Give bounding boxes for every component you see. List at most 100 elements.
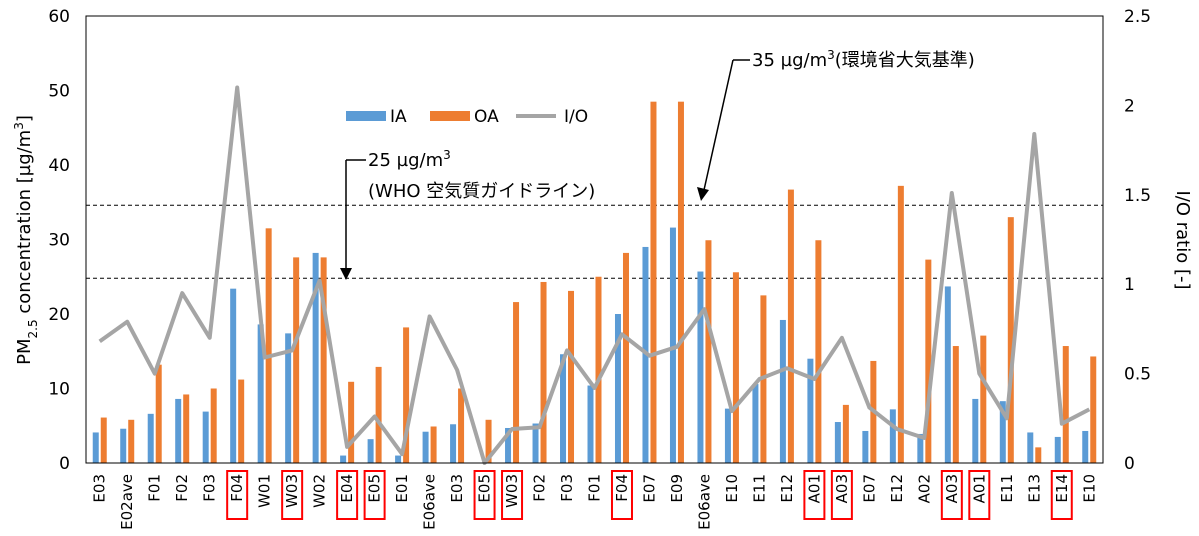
highlight-box-27 <box>830 470 853 520</box>
highlight-box-15 <box>501 470 524 520</box>
bar-oa-20 <box>650 101 657 464</box>
x-tick-label-24: E11 <box>750 474 768 503</box>
legend-label-oa: OA <box>474 107 499 127</box>
x-tick-label-17: F03 <box>558 474 576 502</box>
bar-ia-28 <box>862 430 869 463</box>
x-tick-label-31: A03 <box>943 474 961 503</box>
highlight-box-32 <box>968 470 991 520</box>
x-tick-label-20: E07 <box>641 474 659 503</box>
bar-ia-32 <box>972 398 979 463</box>
x-tick-label-19: F04 <box>613 474 631 502</box>
bar-ia-11 <box>395 455 402 463</box>
bar-ia-29 <box>889 409 896 463</box>
x-tick-label-30: A02 <box>915 474 933 503</box>
bar-ia-36 <box>1082 430 1089 463</box>
category-labels: E03 E02ave F01 F02 F03 F04 W01 W03 W02 E04 E05 E01 E… <box>91 470 1098 530</box>
x-tick-label-11: E01 <box>393 474 411 503</box>
x-tick-label-28: E07 <box>860 474 878 503</box>
annotation-moe-text: 35 µg/m3(環境省大気基準) <box>752 48 975 71</box>
bar-oa-2 <box>155 364 162 463</box>
bar-ia-27 <box>834 422 841 463</box>
bar-oa-11 <box>403 327 410 463</box>
y-axis-left-title: PM2.5 concentration [µg/m3] <box>12 115 40 365</box>
x-tick-label-29: E12 <box>888 474 906 503</box>
highlight-box-31 <box>940 470 963 520</box>
annotation-who-line1: 25 µg/m3 <box>368 148 451 171</box>
bar-oa-0 <box>100 417 107 463</box>
bar-ia-6 <box>257 324 264 463</box>
x-tick-label-27: A03 <box>833 474 851 503</box>
x-tick-label-9: E04 <box>338 474 356 503</box>
bar-oa-36 <box>1090 356 1097 463</box>
y-tick-left-2: 20 <box>48 305 70 325</box>
bar-oa-8 <box>320 257 327 463</box>
y-tick-right-2: 1 <box>1124 275 1135 295</box>
x-tick-label-2: F01 <box>146 474 164 502</box>
bar-oa-21 <box>677 101 684 464</box>
highlight-box-7 <box>281 470 304 520</box>
x-tick-label-13: E03 <box>448 474 466 503</box>
bar-oa-15 <box>513 302 520 463</box>
bar-oa-12 <box>430 426 437 463</box>
bar-ia-33 <box>999 401 1006 463</box>
highlight-box-19 <box>610 470 633 520</box>
bar-ia-34 <box>1027 432 1034 463</box>
bar-ia-30 <box>917 433 924 463</box>
x-tick-label-1: E02ave <box>118 474 136 530</box>
bar-oa-6 <box>265 228 272 463</box>
y-tick-right-3: 1.5 <box>1124 186 1151 206</box>
x-tick-label-25: E12 <box>778 474 796 503</box>
x-tick-label-10: E05 <box>366 474 384 503</box>
x-tick-label-4: F03 <box>201 474 219 502</box>
annotation-moe: 35 µg/m3(環境省大気基準) <box>697 48 975 201</box>
annotation-moe-arrow-shaft <box>703 59 734 191</box>
right-axis-ticks: 0 0.5 1 1.5 2 2.5 <box>1124 7 1151 474</box>
x-tick-label-7: W03 <box>283 474 301 508</box>
bar-ia-21 <box>669 227 676 463</box>
x-tick-label-34: E13 <box>1025 474 1043 503</box>
bar-oa-17 <box>568 290 575 463</box>
bar-oa-32 <box>980 335 987 463</box>
x-tick-label-18: F01 <box>586 474 604 502</box>
bar-oa-3 <box>183 394 190 463</box>
bar-oa-35 <box>1062 346 1069 463</box>
x-tick-label-36: E10 <box>1080 474 1098 503</box>
bar-oa-4 <box>210 388 217 463</box>
bar-ia-23 <box>724 408 731 463</box>
x-tick-label-16: F02 <box>531 474 549 502</box>
y-tick-left-3: 30 <box>48 231 70 251</box>
y-tick-left-1: 10 <box>48 380 70 400</box>
x-tick-label-14: E05 <box>476 474 494 503</box>
y-axis-right-title: I/O ratio [-] <box>1172 190 1193 289</box>
x-tick-label-33: E11 <box>998 474 1016 503</box>
bar-ia-19 <box>614 314 621 463</box>
x-tick-label-0: E03 <box>91 474 109 503</box>
bar-oa-1 <box>128 419 135 463</box>
bar-oa-30 <box>925 259 932 463</box>
highlight-box-14 <box>473 470 496 520</box>
x-tick-label-35: E14 <box>1053 474 1071 503</box>
bar-ia-9 <box>340 455 347 463</box>
legend-label-ia: IA <box>390 107 407 127</box>
bar-ia-15 <box>505 427 512 463</box>
y-tick-left-4: 40 <box>48 156 70 176</box>
x-tick-label-32: A01 <box>970 474 988 503</box>
bar-ia-8 <box>312 252 319 463</box>
io-ratio-line <box>98 85 1091 465</box>
bar-ia-17 <box>560 354 567 463</box>
y-tick-left-5: 50 <box>48 82 70 102</box>
legend-swatch-ia <box>346 111 386 121</box>
bar-ia-10 <box>367 439 374 463</box>
x-tick-label-6: W01 <box>256 474 274 508</box>
x-tick-label-22: E06ave <box>695 474 713 530</box>
bar-oa-22 <box>705 240 712 463</box>
highlight-box-9 <box>336 470 359 520</box>
bar-ia-35 <box>1054 436 1061 463</box>
bar-oa-13 <box>458 388 465 463</box>
annotation-who-arrow-head <box>340 268 352 280</box>
bar-oa-27 <box>842 404 849 463</box>
bar-oa-34 <box>1035 447 1042 463</box>
bar-ia-16 <box>532 423 539 463</box>
bar-oa-9 <box>348 381 355 463</box>
